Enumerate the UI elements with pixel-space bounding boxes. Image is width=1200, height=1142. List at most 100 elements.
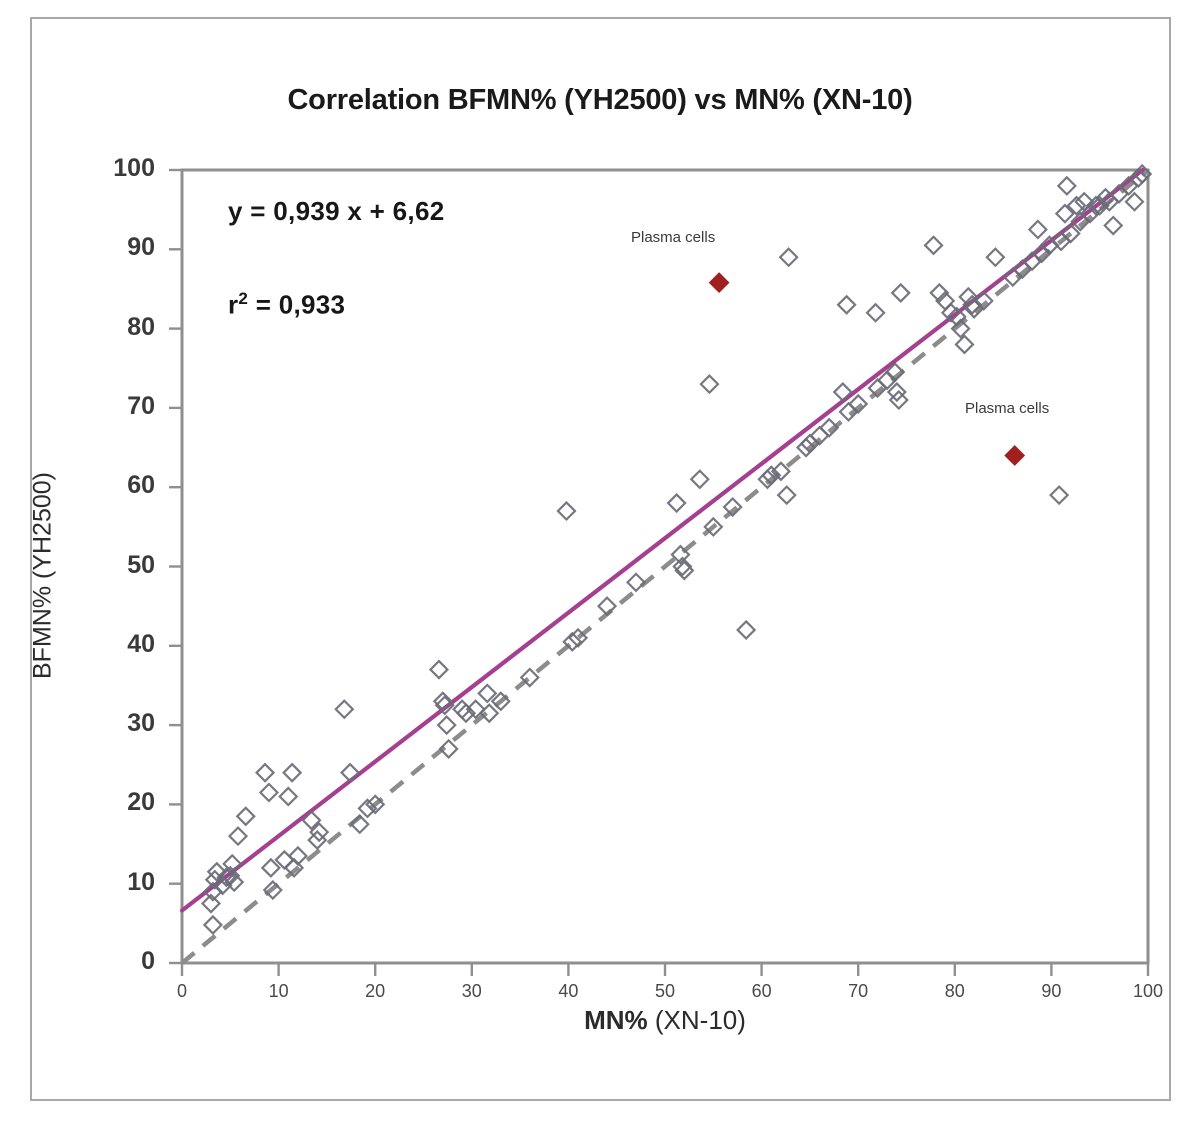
data-point-marker bbox=[1103, 215, 1124, 236]
data-point-marker bbox=[761, 465, 782, 486]
series-samples bbox=[200, 163, 1153, 935]
data-point-marker bbox=[519, 667, 540, 688]
data-point-marker bbox=[349, 814, 370, 835]
plasma-cells-label-2: Plasma cells bbox=[965, 400, 1050, 417]
outlier-marker bbox=[708, 272, 730, 294]
chart-title-suffix: (XN-10) bbox=[812, 84, 913, 116]
data-point-marker bbox=[1089, 195, 1110, 216]
data-point-marker bbox=[301, 810, 322, 831]
data-point-marker bbox=[929, 282, 950, 303]
data-point-marker bbox=[1132, 163, 1153, 185]
data-point-marker bbox=[224, 872, 245, 893]
data-point-marker bbox=[278, 786, 299, 807]
data-point-marker bbox=[260, 857, 281, 878]
regression-equation-annotation: y = 0,939 x + 6,62 bbox=[228, 196, 445, 226]
data-point-marker bbox=[568, 627, 589, 648]
data-point-marker bbox=[365, 794, 386, 815]
data-point-marker bbox=[703, 516, 724, 537]
r-squared-value: = 0,933 bbox=[248, 289, 346, 320]
data-point-marker bbox=[227, 826, 249, 847]
series-plasma-cells-outliers bbox=[708, 272, 1026, 466]
data-point-marker bbox=[672, 556, 693, 577]
data-point-marker bbox=[282, 762, 303, 783]
data-point-marker bbox=[465, 699, 486, 720]
data-point-marker bbox=[287, 845, 308, 867]
data-point-marker bbox=[1054, 203, 1075, 224]
data-point-marker bbox=[436, 715, 457, 736]
data-point-marker bbox=[670, 544, 691, 565]
data-point-marker bbox=[1066, 195, 1087, 216]
data-point-marker bbox=[985, 247, 1006, 268]
data-point-marker bbox=[340, 762, 361, 783]
data-point-marker bbox=[776, 485, 797, 506]
data-point-marker bbox=[848, 393, 869, 414]
data-point-marker bbox=[562, 631, 583, 652]
data-point-marker bbox=[625, 572, 647, 593]
data-point-marker bbox=[258, 782, 279, 803]
figure-outer-border bbox=[30, 17, 1171, 1101]
data-point-marker bbox=[432, 691, 453, 712]
data-point-marker bbox=[674, 560, 695, 581]
data-point-marker bbox=[479, 703, 500, 724]
data-point-marker bbox=[357, 798, 378, 819]
x-axis-label: MN% (XN-10) bbox=[182, 1005, 1148, 1036]
data-point-marker bbox=[1049, 485, 1070, 506]
data-point-marker bbox=[200, 893, 222, 914]
data-point-marker bbox=[832, 381, 853, 403]
data-point-marker bbox=[757, 469, 778, 490]
data-point-marker bbox=[235, 806, 256, 827]
data-point-marker bbox=[666, 493, 687, 514]
data-point-marker bbox=[1056, 175, 1077, 196]
data-point-marker bbox=[1124, 191, 1145, 212]
data-point-marker bbox=[940, 302, 961, 323]
data-point-marker bbox=[890, 282, 911, 303]
data-point-marker bbox=[477, 683, 498, 704]
identity-line bbox=[180, 168, 1150, 965]
data-point-marker bbox=[950, 318, 971, 339]
data-point-marker bbox=[490, 691, 511, 712]
data-point-marker bbox=[556, 500, 577, 522]
chart-title: Correlation BFMN% (YH2500) vs MN% (XN-10… bbox=[0, 84, 1200, 117]
data-point-marker bbox=[596, 596, 618, 617]
data-point-marker bbox=[865, 302, 886, 323]
data-point-marker bbox=[334, 699, 355, 720]
data-point-marker bbox=[438, 738, 459, 759]
x-axis-label-suffix: (XN-10) bbox=[654, 1005, 746, 1035]
data-point-marker bbox=[689, 469, 710, 490]
outlier-marker bbox=[1004, 445, 1026, 466]
x-axis-label-main: MN% bbox=[584, 1005, 648, 1035]
data-point-marker bbox=[222, 853, 243, 874]
data-point-marker bbox=[819, 417, 840, 438]
data-point-marker bbox=[1027, 219, 1048, 240]
data-point-marker bbox=[886, 381, 907, 403]
data-point-marker bbox=[973, 290, 994, 311]
data-point-marker bbox=[884, 362, 905, 383]
data-point-marker bbox=[309, 822, 330, 843]
data-point-marker bbox=[736, 619, 757, 640]
r-squared-annotation: r2 = 0,933 bbox=[228, 289, 345, 321]
data-point-marker bbox=[836, 294, 857, 315]
data-point-marker bbox=[255, 762, 276, 783]
data-point-marker bbox=[770, 461, 791, 482]
data-point-marker bbox=[1060, 223, 1081, 244]
data-point-marker bbox=[428, 659, 450, 680]
data-point-marker bbox=[220, 865, 241, 886]
plasma-cells-label-1: Plasma cells bbox=[631, 229, 716, 246]
data-point-marker bbox=[722, 496, 743, 518]
data-point-marker bbox=[434, 695, 455, 716]
data-point-marker bbox=[262, 879, 283, 901]
data-point-marker bbox=[795, 437, 817, 458]
chart-title-main: Correlation BFMN% (YH2500) vs MN% bbox=[287, 84, 805, 116]
data-point-marker bbox=[284, 857, 305, 878]
data-point-marker bbox=[455, 703, 477, 724]
r-squared-prefix: r bbox=[228, 289, 239, 320]
r-squared-exponent: 2 bbox=[238, 289, 249, 308]
data-point-marker bbox=[699, 374, 720, 395]
data-point-marker bbox=[202, 914, 223, 935]
data-point-marker bbox=[1128, 167, 1149, 188]
data-point-marker bbox=[778, 247, 799, 268]
regression-line bbox=[179, 167, 1145, 913]
data-point-marker bbox=[954, 334, 975, 355]
